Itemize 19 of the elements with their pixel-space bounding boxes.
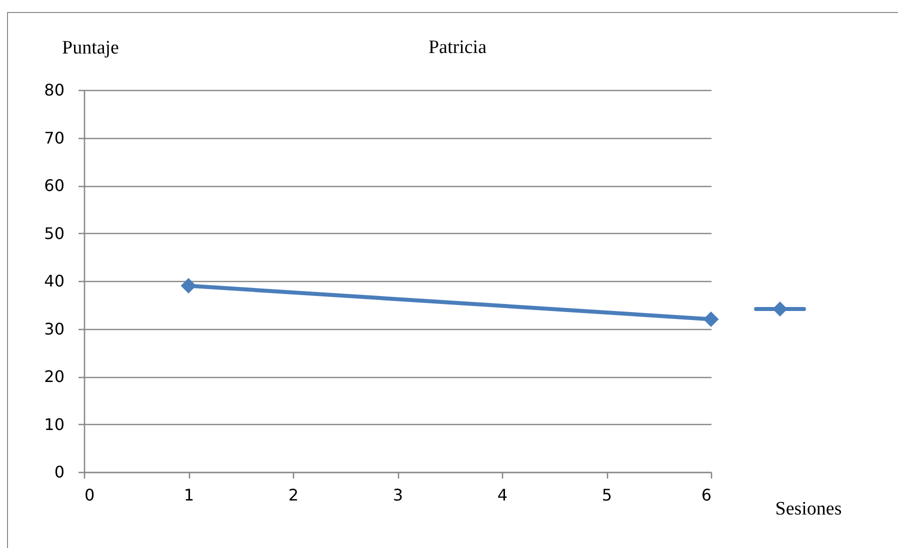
y-tick-label: 10 — [44, 414, 64, 434]
x-tick-label: 6 — [701, 486, 712, 504]
y-tick-label: 60 — [44, 176, 64, 195]
y-axis-title: Puntaje — [62, 38, 119, 58]
x-tick-label: 4 — [497, 486, 508, 504]
x-axis-title: Sesiones — [775, 498, 842, 520]
y-tick-label: 80 — [44, 80, 64, 100]
y-tick-label: 30 — [44, 319, 64, 338]
y-tick-label: 0 — [54, 462, 64, 482]
x-tick-label: 1 — [184, 486, 194, 504]
x-tick-label: 2 — [288, 486, 299, 504]
chart-title: Patricia — [428, 37, 488, 58]
y-tick-label: 40 — [44, 272, 64, 290]
x-tick-label: 3 — [392, 486, 404, 504]
x-tick-label: 0 — [84, 486, 95, 504]
y-tick-label: 70 — [44, 128, 64, 148]
y-tick-label: 20 — [44, 367, 64, 386]
y-tick-label: 50 — [44, 224, 64, 243]
x-tick-label: 5 — [602, 486, 612, 504]
